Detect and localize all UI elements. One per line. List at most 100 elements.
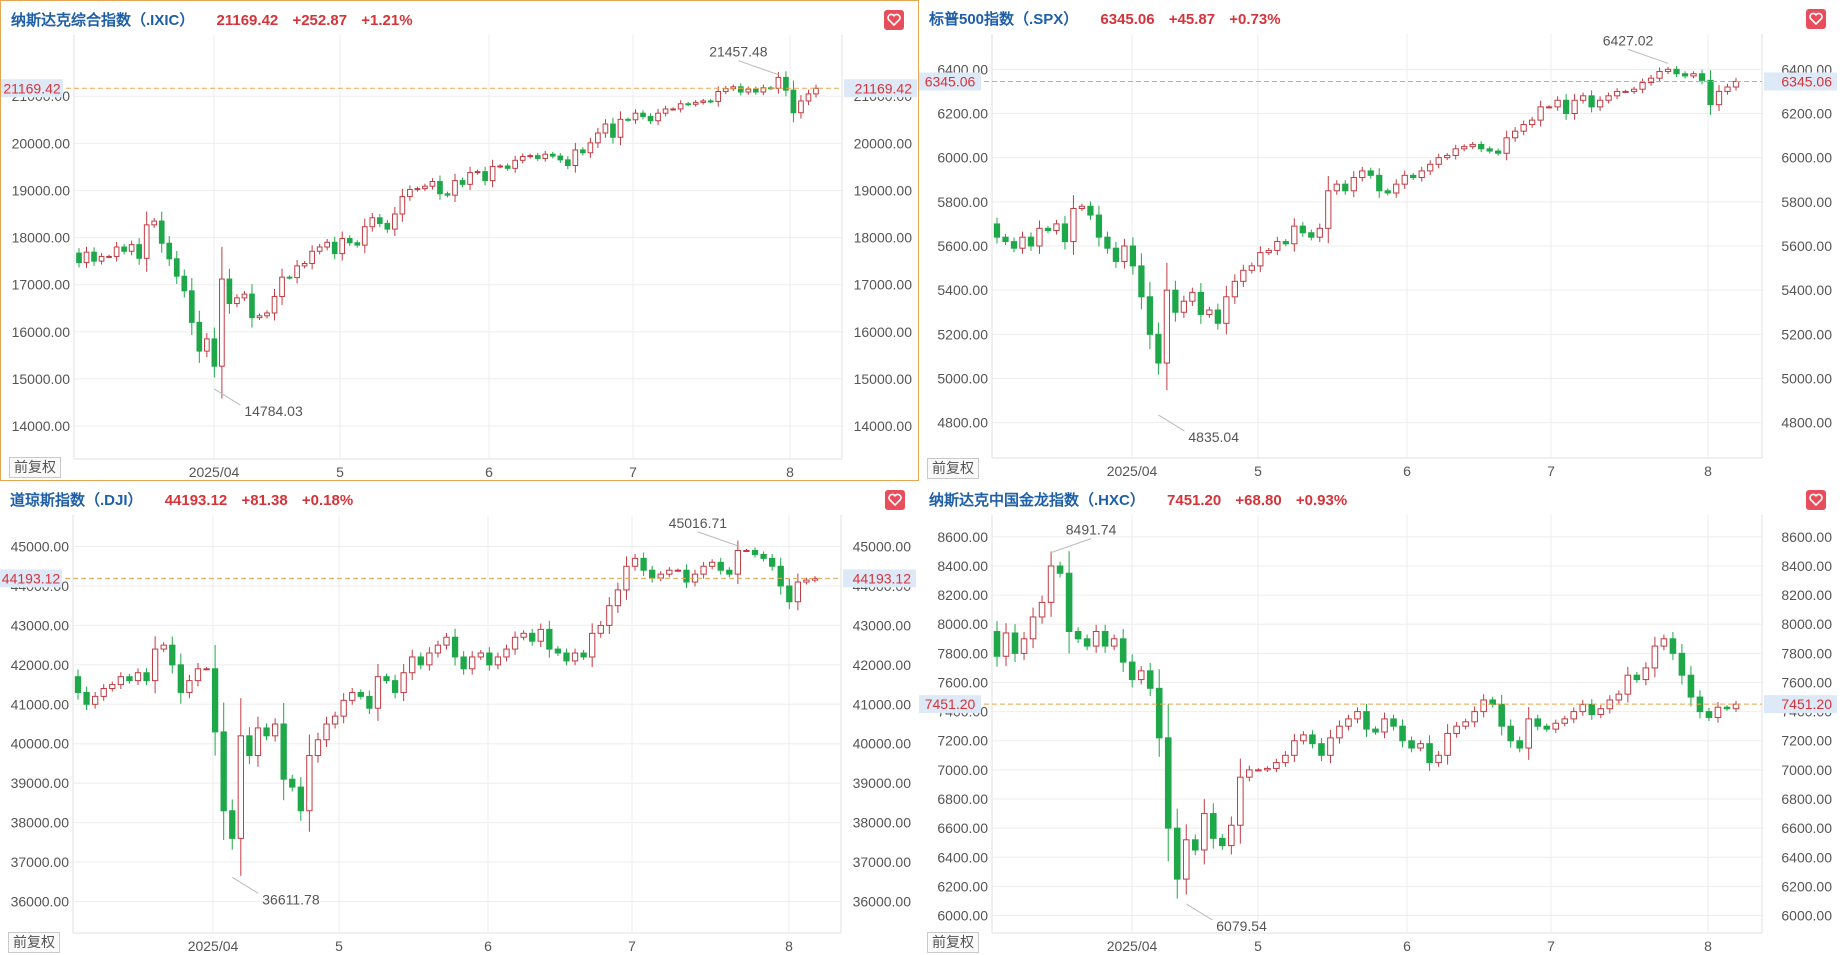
y-tick-label-left: 40000.00 (11, 736, 70, 752)
candlestick-chart-dji: 36000.00 36000.00 37000.00 37000.00 38000.00… (0, 515, 916, 954)
candle-body (1615, 693, 1623, 701)
chart-panel-hxc[interactable]: 6000.00 6000.00 6200.00 6200.00 6400.00 6400.… (919, 481, 1840, 955)
candle-body (188, 290, 195, 323)
high-value-label: 6427.02 (1603, 32, 1654, 48)
candle-body (1342, 183, 1349, 192)
x-tick-label: 2025/04 (1107, 938, 1158, 954)
candle-body (1359, 170, 1366, 179)
y-tick-label-left: 5000.00 (937, 371, 988, 387)
candle-body (1182, 839, 1190, 880)
candle-body (549, 153, 556, 157)
favorite-heart-icon[interactable] (1806, 9, 1826, 29)
candle-body (497, 165, 503, 168)
candle-body (1047, 565, 1055, 603)
candle-body (1036, 227, 1043, 247)
candle-body (1038, 601, 1046, 618)
candle-body (1197, 291, 1204, 315)
adjust-mode-button[interactable]: 前复权 (8, 932, 60, 953)
y-tick-label-left: 7200.00 (937, 733, 988, 749)
candle-body (1512, 130, 1519, 139)
chart-panel-ixic[interactable]: 14000.00 14000.00 15000.00 15000.00 16000.00… (0, 0, 919, 481)
candle-body (1408, 740, 1415, 749)
candle-body (775, 76, 782, 89)
y-tick-label-left: 17000.00 (12, 277, 71, 293)
candle-body (409, 656, 416, 674)
y-tick-label-right: 36000.00 (853, 893, 912, 909)
y-tick-label-right: 6200.00 (1781, 106, 1832, 122)
y-tick-label-right: 38000.00 (853, 815, 912, 831)
candle-body (1516, 740, 1524, 749)
candle-body (1074, 631, 1082, 640)
candle-body (169, 644, 176, 666)
y-tick-label-right: 41000.00 (853, 696, 912, 712)
y-tick-label-left: 6800.00 (937, 791, 988, 807)
candle-body (572, 149, 579, 166)
x-tick-label: 5 (1254, 463, 1262, 479)
adjust-mode-button[interactable]: 前复权 (927, 932, 979, 953)
candle-body (1384, 190, 1391, 194)
candle-body (280, 723, 287, 780)
candle-body (339, 238, 346, 255)
last-price-label-right: 44193.12 (853, 570, 912, 586)
candle-body (314, 739, 322, 757)
candle-body (109, 684, 116, 690)
candle-body (1561, 718, 1569, 724)
x-tick-label: 8 (1704, 938, 1712, 954)
favorite-heart-icon[interactable] (1806, 490, 1826, 510)
index-change-percent: +0.93% (1295, 492, 1348, 509)
index-price: 6345.06 (1100, 11, 1155, 28)
index-price: 21169.42 (216, 12, 279, 29)
candle-body (1562, 99, 1570, 114)
candle-body (211, 668, 219, 733)
y-tick-label-right: 7800.00 (1781, 645, 1832, 661)
candle-body (1399, 725, 1406, 742)
candle-body (1019, 236, 1026, 249)
candles (74, 540, 819, 876)
candle-body (91, 251, 97, 262)
last-price-label-left: 7451.20 (925, 696, 976, 712)
candle-body (1309, 734, 1316, 745)
candle-body (1070, 207, 1077, 243)
candle-body (437, 181, 443, 195)
candle-body (1363, 711, 1370, 730)
candle-body (1291, 740, 1298, 756)
candle-body (1624, 674, 1632, 695)
candle-body (414, 188, 421, 191)
candle-body (474, 171, 481, 174)
candle-body (346, 238, 353, 244)
candle-body (614, 589, 622, 607)
candle-body (134, 672, 142, 682)
chart-panel-dji[interactable]: 36000.00 36000.00 37000.00 37000.00 38000.00… (0, 481, 919, 955)
candle-body (677, 103, 684, 110)
y-tick-label-right: 18000.00 (854, 230, 913, 246)
high-marker-line (738, 60, 779, 76)
y-tick-label-right: 6600.00 (1781, 820, 1832, 836)
candle-body (1401, 174, 1408, 185)
candle-body (309, 250, 315, 264)
candle-body (126, 676, 133, 682)
candle-body (211, 338, 218, 367)
candle-body (683, 569, 690, 583)
candle-body (1189, 291, 1196, 302)
y-tick-label-right: 19000.00 (854, 182, 913, 198)
favorite-heart-icon[interactable] (885, 490, 905, 510)
y-tick-label-left: 36000.00 (11, 893, 70, 909)
y-tick-label-left: 7800.00 (937, 645, 988, 661)
y-tick-label-left: 18000.00 (12, 230, 71, 246)
candle-body (91, 695, 99, 705)
adjust-mode-button[interactable]: 前复权 (9, 457, 61, 478)
y-tick-label-right: 37000.00 (853, 854, 912, 870)
low-value-label: 6079.54 (1216, 918, 1267, 934)
candle-body (1020, 638, 1028, 654)
candle-body (1209, 813, 1217, 839)
adjust-mode-button[interactable]: 前复权 (927, 458, 979, 479)
favorite-heart-icon[interactable] (884, 10, 904, 30)
chart-panel-spx[interactable]: 4800.00 4800.00 5000.00 5000.00 5200.00 5200.… (919, 0, 1840, 481)
candle-body (467, 172, 473, 185)
candle-body (1112, 247, 1120, 262)
candle-body (640, 557, 647, 571)
candle-body (631, 557, 639, 567)
candle-body (1480, 699, 1487, 713)
candle-body (1605, 95, 1612, 101)
candle-body (1417, 743, 1424, 749)
